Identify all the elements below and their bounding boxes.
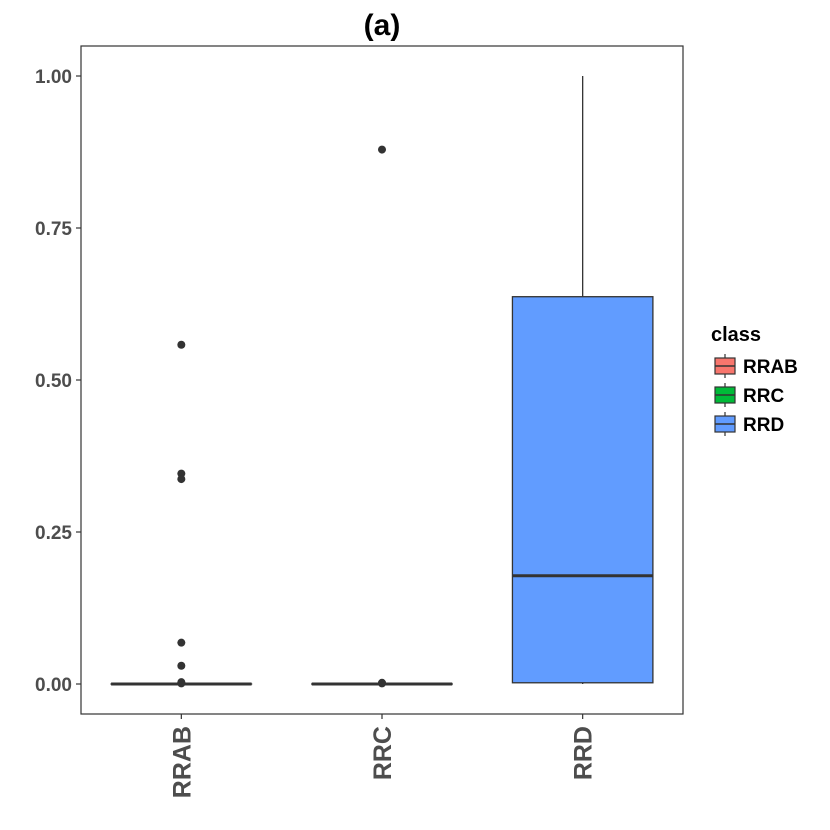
outlier-point [177,340,186,349]
y-tick-label: 1.00 [35,67,72,88]
box-rrd [511,76,654,684]
legend-key-rrc: RRC [714,383,784,407]
y-axis: 0.00 0.25 0.50 0.75 1.00 [35,67,81,696]
legend-key-rrd: RRD [714,412,784,436]
y-tick-label: 0.00 [35,675,72,696]
y-tick-label: 0.50 [35,371,72,392]
x-tick-label: RRD [570,726,598,780]
outlier-point [177,661,186,670]
legend-key-rrab: RRAB [714,354,798,378]
outlier-points [177,145,386,688]
outlier-point [177,475,186,484]
box-body [511,296,654,684]
outlier-point [378,145,386,154]
outlier-point [177,638,186,647]
legend-label: RRC [743,386,784,407]
y-tick-label: 0.75 [35,219,72,240]
legend-label: RRAB [743,357,798,378]
x-axis: RRAB RRC RRD [168,714,598,798]
x-tick-label: RRAB [168,726,196,798]
y-tick-label: 0.25 [35,523,72,544]
legend-label: RRD [743,415,784,436]
outlier-point [177,469,186,478]
outlier-point [177,679,186,688]
chart-title: (a) [364,9,401,42]
legend: class RRAB RRC RRD [711,324,798,436]
x-tick-label: RRC [369,726,397,780]
box-series [110,76,654,686]
legend-title: class [711,324,761,346]
outlier-point [378,679,386,688]
